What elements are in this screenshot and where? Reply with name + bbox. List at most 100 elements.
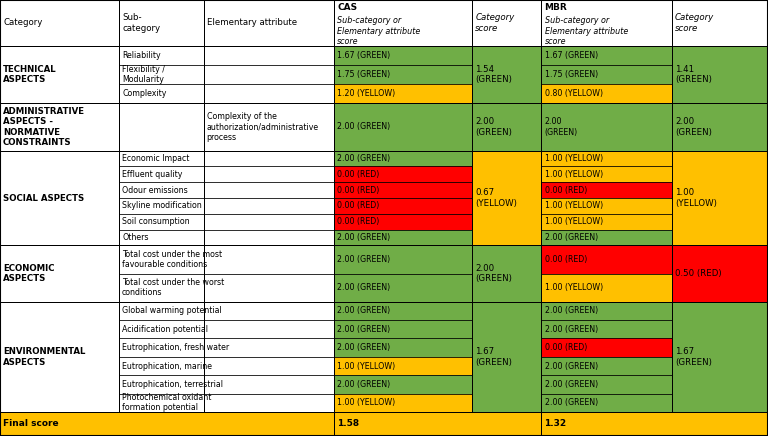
Bar — [472, 150, 541, 245]
Text: 0.00 (RED): 0.00 (RED) — [337, 170, 379, 179]
Bar — [119, 46, 204, 65]
Bar — [541, 338, 672, 357]
Bar — [334, 230, 472, 245]
Bar — [672, 150, 768, 245]
Bar — [541, 198, 672, 214]
Bar — [334, 150, 472, 167]
Bar — [204, 65, 334, 84]
Bar — [672, 0, 768, 46]
Text: 0.00 (RED): 0.00 (RED) — [545, 255, 587, 264]
Bar — [119, 394, 204, 412]
Bar — [119, 0, 204, 46]
Bar — [541, 198, 672, 214]
Bar — [119, 0, 204, 46]
Text: 2.00 (GREEN): 2.00 (GREEN) — [337, 325, 390, 334]
Bar — [0, 0, 119, 46]
Text: 2.00 (GREEN): 2.00 (GREEN) — [545, 399, 598, 407]
Bar — [204, 273, 334, 302]
Bar — [541, 46, 672, 103]
Bar — [541, 230, 672, 245]
Text: 1.32: 1.32 — [545, 419, 567, 429]
Bar — [119, 273, 204, 302]
Bar — [119, 320, 204, 338]
Text: 1.58: 1.58 — [337, 419, 359, 429]
Bar — [204, 394, 334, 412]
Text: Acidification potential: Acidification potential — [122, 325, 208, 334]
Bar — [119, 65, 204, 84]
Bar — [334, 412, 541, 436]
Bar — [334, 302, 472, 412]
Text: ENVIRONMENTAL
ASPECTS: ENVIRONMENTAL ASPECTS — [3, 347, 85, 367]
Bar — [119, 167, 204, 182]
Bar — [334, 103, 472, 150]
Bar — [541, 357, 672, 375]
Bar — [204, 84, 334, 103]
Bar — [204, 375, 334, 394]
Bar — [672, 0, 768, 46]
Bar — [334, 198, 472, 214]
Bar — [541, 150, 672, 167]
Bar — [541, 375, 672, 394]
Text: 2.00 (GREEN): 2.00 (GREEN) — [545, 361, 598, 371]
Text: 0.00 (RED): 0.00 (RED) — [337, 217, 379, 226]
Bar — [334, 412, 541, 436]
Bar — [204, 273, 334, 302]
Bar — [204, 214, 334, 230]
Bar — [0, 103, 119, 150]
Bar — [204, 245, 334, 273]
Text: Eutrophication, marine: Eutrophication, marine — [122, 361, 212, 371]
Text: Others: Others — [122, 233, 149, 242]
Bar — [541, 245, 672, 273]
Bar — [204, 46, 334, 103]
Bar — [204, 302, 334, 320]
Text: Odour emissions: Odour emissions — [122, 186, 188, 194]
Bar — [334, 375, 472, 394]
Bar — [472, 46, 541, 103]
Text: 2.00
(GREEN): 2.00 (GREEN) — [675, 117, 712, 136]
Bar — [541, 214, 672, 230]
Bar — [119, 230, 204, 245]
Bar — [204, 103, 334, 150]
Text: 1.67
(GREEN): 1.67 (GREEN) — [475, 347, 512, 367]
Bar — [119, 245, 204, 302]
Bar — [334, 273, 472, 302]
Bar — [204, 103, 334, 150]
Bar — [204, 302, 334, 412]
Bar — [204, 230, 334, 245]
Bar — [541, 0, 672, 46]
Text: 2.00 (GREEN): 2.00 (GREEN) — [337, 255, 390, 264]
Text: 1.00
(YELLOW): 1.00 (YELLOW) — [675, 188, 717, 208]
Text: 1.20 (YELLOW): 1.20 (YELLOW) — [337, 89, 396, 98]
Bar — [204, 182, 334, 198]
Bar — [0, 150, 119, 245]
Text: Eutrophication, terrestrial: Eutrophication, terrestrial — [122, 380, 223, 389]
Bar — [541, 84, 672, 103]
Bar — [204, 394, 334, 412]
Text: 0.67
(YELLOW): 0.67 (YELLOW) — [475, 188, 518, 208]
Bar — [541, 302, 672, 320]
Bar — [204, 198, 334, 214]
Text: 0.00 (RED): 0.00 (RED) — [545, 186, 587, 194]
Bar — [204, 245, 334, 273]
Bar — [672, 103, 768, 150]
Bar — [334, 103, 472, 150]
Bar — [334, 214, 472, 230]
Bar — [672, 150, 768, 245]
Bar — [204, 150, 334, 167]
Text: 2.00 (GREEN): 2.00 (GREEN) — [337, 154, 390, 163]
Text: Elementary attribute: Elementary attribute — [207, 18, 296, 27]
Bar — [541, 375, 672, 394]
Bar — [334, 302, 472, 320]
Bar — [0, 412, 334, 436]
Bar — [472, 0, 541, 46]
Bar — [541, 167, 672, 182]
Bar — [0, 46, 119, 103]
Bar — [204, 338, 334, 357]
Bar — [204, 230, 334, 245]
Bar — [541, 230, 672, 245]
Bar — [541, 103, 672, 150]
Bar — [334, 357, 472, 375]
Text: Category
score: Category score — [475, 13, 515, 33]
Text: ECONOMIC
ASPECTS: ECONOMIC ASPECTS — [3, 264, 55, 283]
Bar — [672, 46, 768, 103]
